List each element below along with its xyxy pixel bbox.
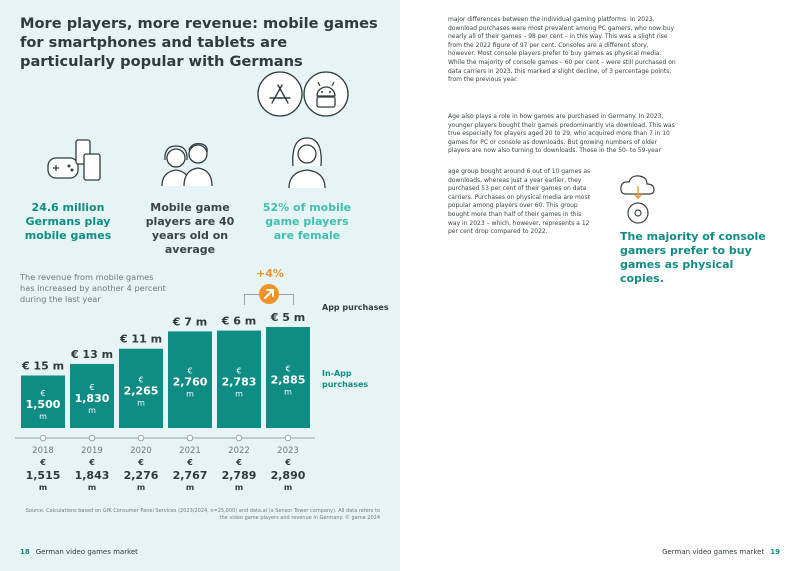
axis-marker xyxy=(88,434,96,442)
total-label-currency: € xyxy=(284,458,291,467)
legend-inapp-purchases: In-App purchases xyxy=(322,369,369,389)
stat-players: 24.6 million Germans play mobile games xyxy=(24,201,112,242)
couple-icon xyxy=(161,142,213,187)
axis-marker xyxy=(39,434,47,442)
total-label-currency: € xyxy=(186,458,193,467)
bar-label-currency: € xyxy=(236,366,241,375)
growth-badge: +4% xyxy=(256,267,284,280)
total-label-value: 2,767 xyxy=(173,469,208,482)
source-note: Source: Calculations based on GfK Consum… xyxy=(25,508,380,521)
bar-inapp xyxy=(168,331,212,428)
year-tick-label: 2020 xyxy=(130,446,152,456)
axis-marker xyxy=(186,434,194,442)
pull-quote: The majority of console gamers prefer to… xyxy=(620,230,766,285)
bar-label-unit: m xyxy=(186,390,194,399)
legend-app-purchases: App purchases xyxy=(322,303,389,312)
bar-label-currency: € xyxy=(40,389,45,398)
bar-label-value: 2,885 xyxy=(271,374,306,387)
page-number-right: 19 xyxy=(770,548,780,556)
bar-label-unit: m xyxy=(137,398,145,407)
total-label-currency: € xyxy=(88,458,95,467)
total-label-currency: € xyxy=(39,458,46,467)
bar-inapp xyxy=(21,375,65,428)
axis-marker xyxy=(235,434,243,442)
bar-inapp xyxy=(217,330,261,428)
axis-marker xyxy=(137,434,145,442)
total-label-value: 2,276 xyxy=(124,469,159,482)
bar-label-currency: € xyxy=(285,365,290,374)
bar-label-value: 1,830 xyxy=(75,392,110,405)
bar-inapp xyxy=(119,348,163,428)
footer-title-right: German video games market xyxy=(662,548,765,556)
paragraph-1: major differences between the individual… xyxy=(448,16,678,92)
footer-title-left: German video games market xyxy=(35,548,138,556)
total-label-currency: € xyxy=(235,458,242,467)
paragraph-1-text: major differences between the individual… xyxy=(448,16,676,84)
footer-left: 18 German video games market xyxy=(20,548,138,556)
total-label-value: 1,515 xyxy=(26,469,61,482)
total-label-value: 1,843 xyxy=(75,469,110,482)
bar-label-unit: m xyxy=(88,406,96,415)
bar-label-unit: m xyxy=(284,388,292,397)
stat-average-age: Mobile game players are 40 years old on … xyxy=(145,201,235,256)
footer-right: German video games market 19 xyxy=(662,548,780,556)
year-tick-label: 2018 xyxy=(32,446,54,456)
app-purchase-label: € 5 m xyxy=(270,311,305,324)
page-headline: More players, more revenue: mobile games… xyxy=(20,15,378,70)
bar-label-currency: € xyxy=(138,375,143,384)
total-label-unit: m xyxy=(186,483,194,492)
total-label-value: 2,789 xyxy=(222,469,257,482)
page-number-left: 18 xyxy=(20,548,30,556)
paragraph-3: age group bought around 6 out of 10 game… xyxy=(448,168,593,244)
paragraph-2: Age also plays a role in how games are p… xyxy=(448,113,678,163)
total-label-unit: m xyxy=(137,483,145,492)
growth-arrow-icon xyxy=(259,284,279,304)
paragraph-2-text: Age also plays a role in how games are p… xyxy=(448,113,675,155)
total-label-currency: € xyxy=(137,458,144,467)
axis-marker xyxy=(284,434,292,442)
disc-icon xyxy=(627,202,649,224)
year-tick-label: 2021 xyxy=(179,446,201,456)
bar-label-value: 2,783 xyxy=(222,375,257,388)
total-label-unit: m xyxy=(88,483,96,492)
bar-inapp xyxy=(266,327,310,428)
cloud-download-icon xyxy=(620,175,655,199)
bar-label-currency: € xyxy=(187,367,192,376)
paragraph-3-text: age group bought around 6 out of 10 game… xyxy=(448,168,591,236)
year-tick-label: 2023 xyxy=(277,446,299,456)
total-label-unit: m xyxy=(284,483,292,492)
bar-label-value: 2,265 xyxy=(124,384,159,397)
total-label-value: 2,890 xyxy=(271,469,306,482)
stat-female-share: 52% of mobile game players are female xyxy=(262,201,352,242)
bar-inapp xyxy=(70,363,114,428)
app-purchase-label: € 15 m xyxy=(21,360,64,373)
bar-label-unit: m xyxy=(39,412,47,421)
right-page: major differences between the individual… xyxy=(400,0,800,571)
year-tick-label: 2019 xyxy=(81,446,103,456)
woman-icon xyxy=(288,137,326,189)
total-label-unit: m xyxy=(235,483,243,492)
devices-icon xyxy=(47,139,101,181)
left-page: More players, more revenue: mobile games… xyxy=(0,0,400,571)
bar-label-value: 2,760 xyxy=(173,376,208,389)
app-purchase-label: € 11 m xyxy=(119,333,162,346)
app-purchase-label: € 13 m xyxy=(70,348,113,361)
bar-label-value: 1,500 xyxy=(26,398,61,411)
revenue-label: The revenue from mobile games has increa… xyxy=(20,272,166,304)
total-label-unit: m xyxy=(39,483,47,492)
bar-label-currency: € xyxy=(89,383,94,392)
app-purchase-label: € 6 m xyxy=(221,315,256,328)
year-tick-label: 2022 xyxy=(228,446,250,456)
bar-label-unit: m xyxy=(235,389,243,398)
app-purchase-label: € 7 m xyxy=(172,315,207,328)
app-store-icon xyxy=(257,71,303,117)
android-icon xyxy=(303,71,349,117)
